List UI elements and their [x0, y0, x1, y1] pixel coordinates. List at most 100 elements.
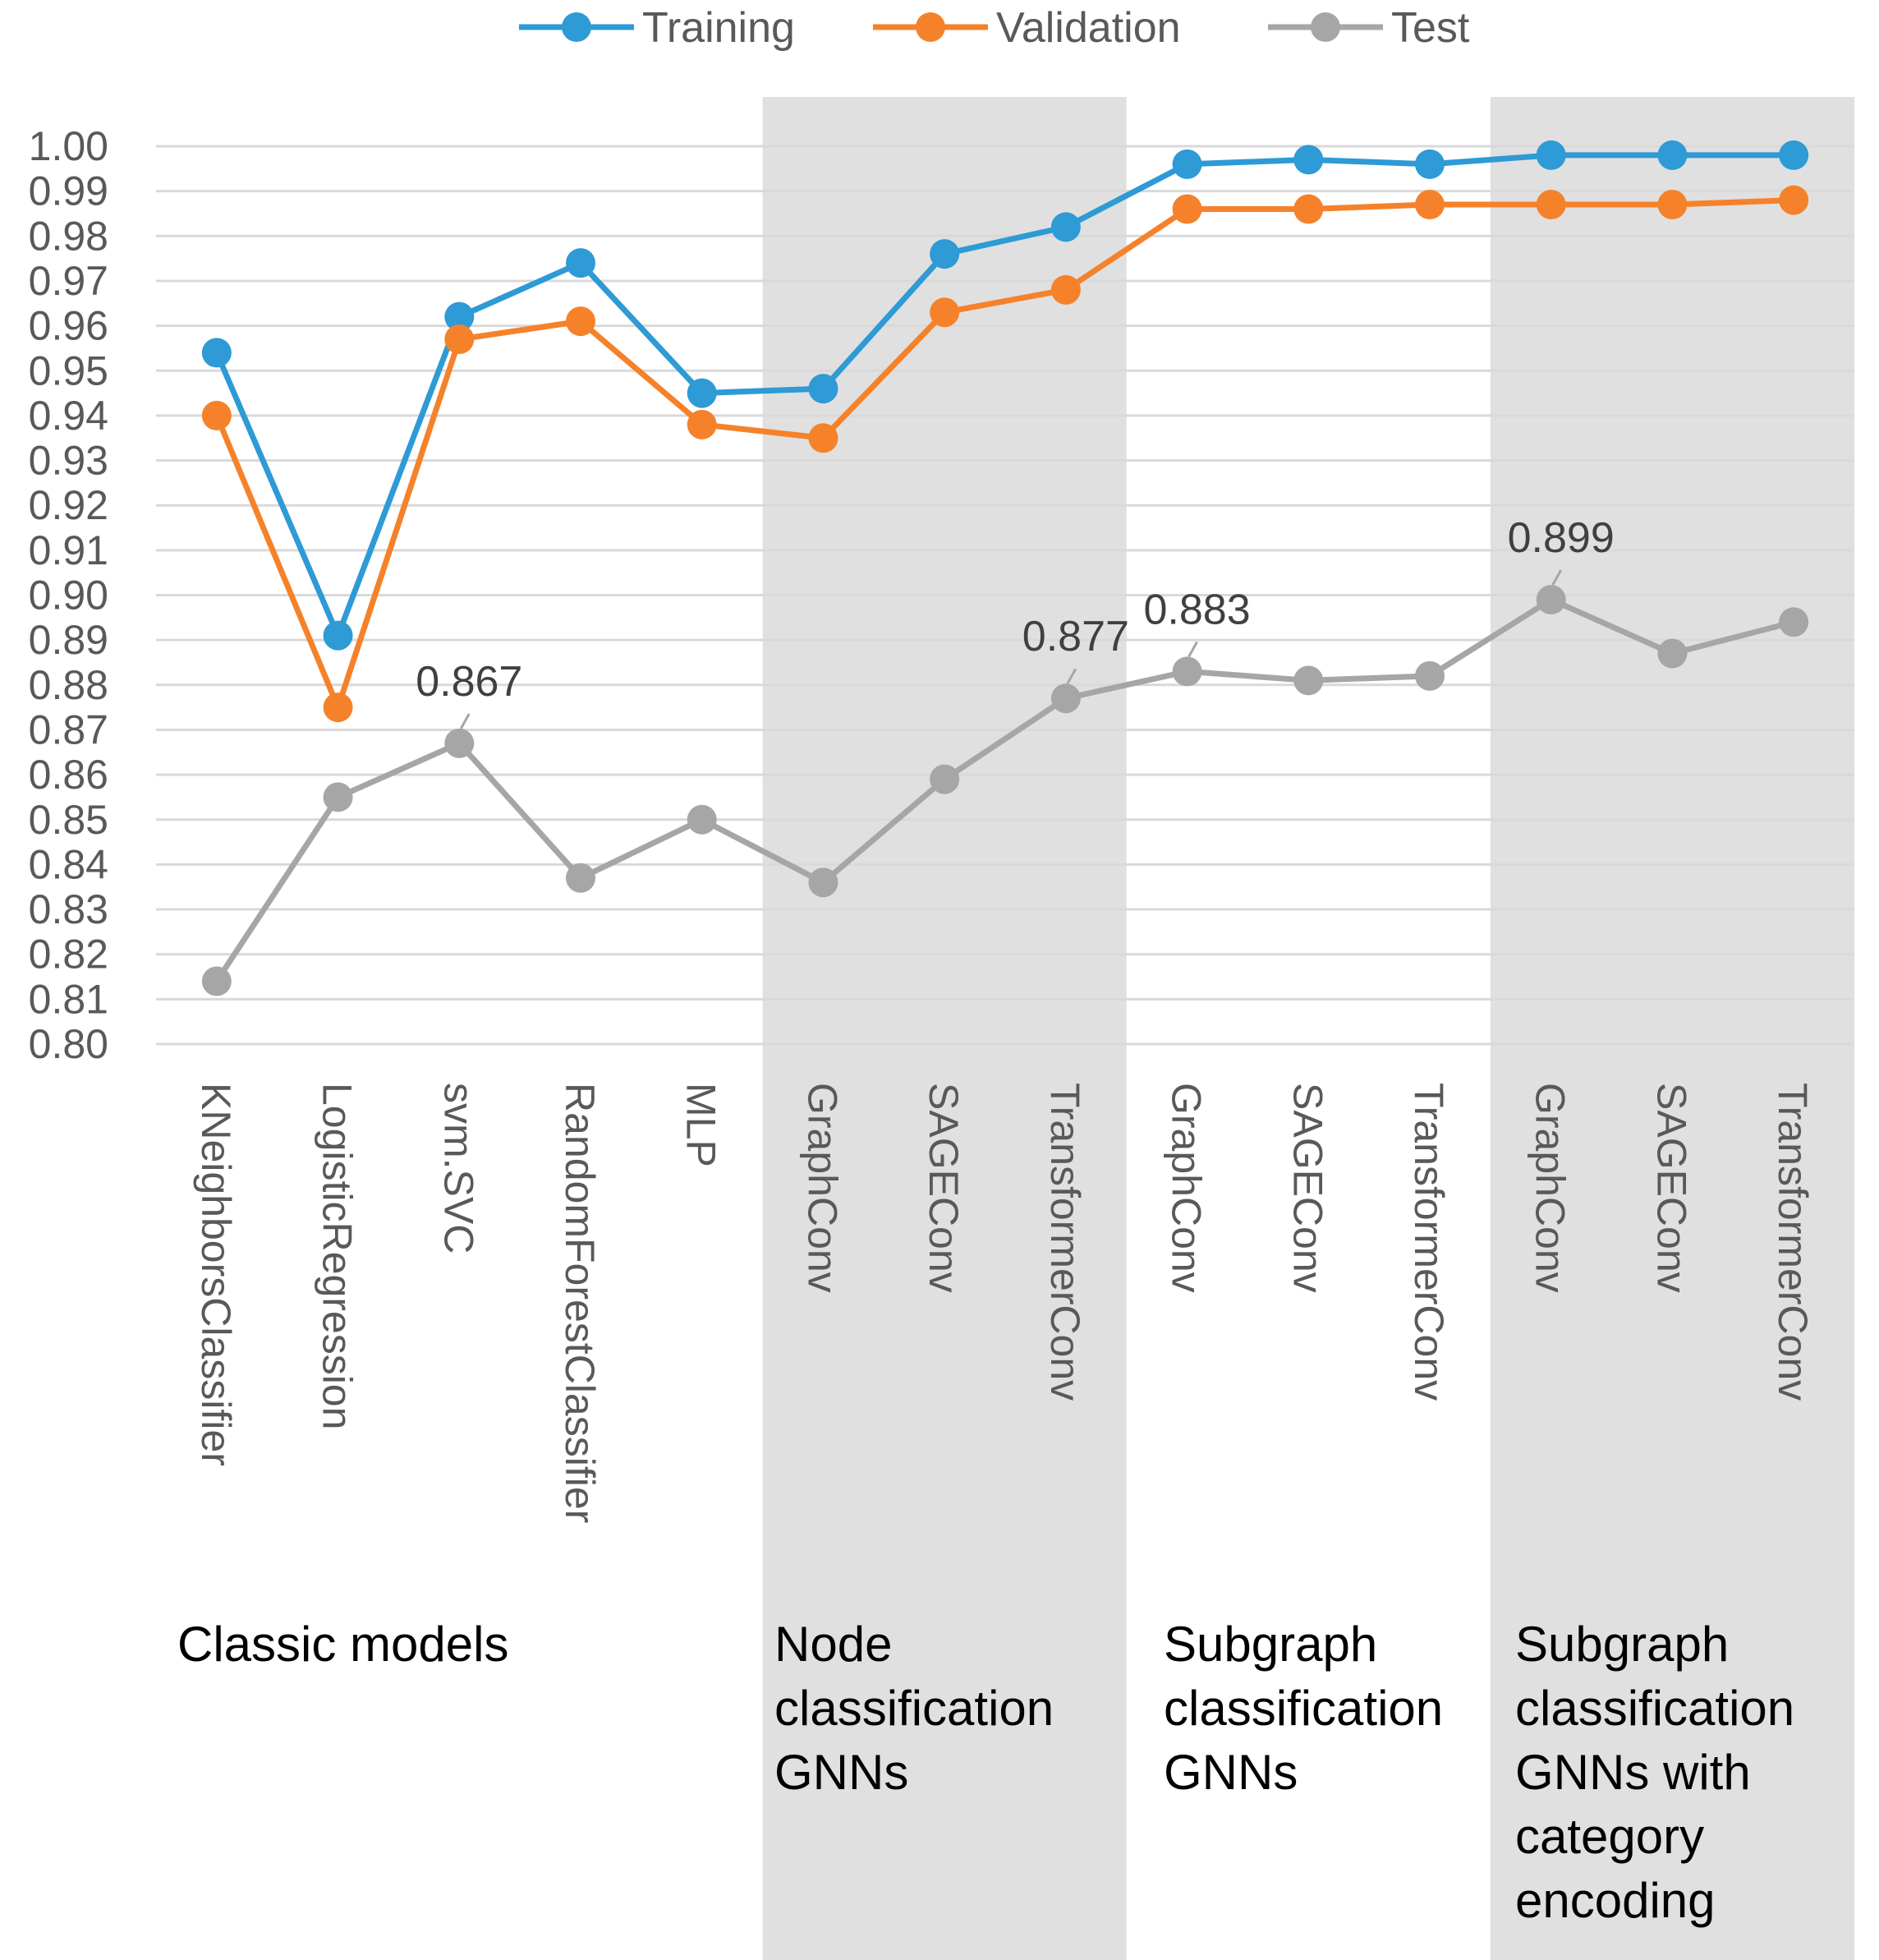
data-point-training: [444, 301, 475, 332]
x-category-label: SAGEConv: [921, 1083, 967, 1293]
data-point-training: [1172, 149, 1202, 179]
y-tick-label: 0.93: [29, 438, 108, 484]
x-category-label: SAGEConv: [1648, 1083, 1694, 1293]
y-tick-label: 0.85: [29, 797, 108, 843]
group-label-1: Node classification GNNs: [774, 1617, 1054, 1800]
legend-label: Validation: [996, 4, 1181, 52]
data-point-validation: [1536, 190, 1566, 220]
data-point-test: [1172, 656, 1202, 687]
data-point-test: [1293, 665, 1324, 696]
group-label-line: classification: [774, 1681, 1054, 1736]
legend-swatch-marker: [916, 12, 945, 42]
data-point-test: [930, 764, 960, 794]
series-training: [201, 140, 1809, 651]
series-validation: [201, 185, 1809, 723]
data-point-validation: [323, 692, 353, 723]
data-point-test: [1536, 584, 1566, 614]
x-category-label: LogisticRegression: [315, 1083, 361, 1429]
legend-label: Training: [642, 4, 795, 52]
y-tick-label: 1.00: [29, 123, 108, 169]
y-tick-label: 0.99: [29, 168, 108, 214]
data-point-training: [808, 374, 838, 404]
data-point-training: [687, 378, 717, 408]
data-point-validation: [687, 409, 717, 439]
x-category-label: svm.SVC: [435, 1083, 481, 1254]
data-point-validation: [1779, 185, 1809, 215]
legend-item-test: Test: [1268, 4, 1470, 52]
data-point-validation: [1050, 274, 1081, 305]
data-point-training: [930, 239, 960, 269]
data-point-validation: [1293, 194, 1324, 224]
group-shade-1: [762, 97, 1127, 1960]
x-category-label: GraphConv: [799, 1083, 845, 1293]
x-category-label: RandomForestClassifier: [557, 1083, 603, 1523]
series-test: [201, 584, 1809, 996]
y-tick-label: 0.91: [29, 527, 108, 573]
y-tick-label: 0.92: [29, 482, 108, 528]
x-axis-category-labels: KNeighborsClassifier LogisticRegression sv…: [193, 1083, 1816, 1523]
group-label-line: encoding: [1515, 1873, 1716, 1928]
data-label-leader: [1066, 668, 1077, 684]
data-point-test: [1050, 683, 1081, 714]
data-point-validation: [1415, 190, 1445, 220]
series-layer: [201, 140, 1809, 996]
data-label: 0.867: [416, 658, 522, 706]
data-point-test: [323, 782, 353, 812]
y-tick-label: 0.88: [29, 662, 108, 708]
data-label: 0.899: [1508, 514, 1615, 562]
x-category-label: GraphConv: [1164, 1083, 1210, 1293]
data-labels-layer: 0.867 0.877 0.883 0.899: [416, 514, 1615, 729]
data-point-test: [201, 966, 232, 996]
data-point-training: [1779, 140, 1809, 170]
y-tick-label: 0.90: [29, 573, 108, 619]
data-point-training: [201, 338, 232, 368]
data-point-validation: [1172, 194, 1202, 224]
group-shade-3: [1490, 97, 1854, 1960]
y-tick-label: 0.97: [29, 258, 108, 304]
y-tick-label: 0.80: [29, 1021, 108, 1067]
data-label-leader: [1551, 569, 1563, 586]
data-point-training: [1657, 140, 1688, 170]
series-line-training: [214, 152, 1797, 639]
legend-item-training: Training: [519, 4, 795, 52]
group-label-line: GNNs: [774, 1745, 908, 1800]
x-category-label: TransformerConv: [1406, 1083, 1452, 1401]
group-label-line: Classic models: [177, 1617, 508, 1672]
data-point-test: [566, 863, 595, 893]
data-point-training: [323, 620, 353, 651]
y-tick-label: 0.96: [29, 303, 108, 349]
series-line-test: [214, 596, 1797, 984]
data-point-test: [808, 867, 838, 898]
data-point-test: [687, 804, 717, 835]
group-label-line: Subgraph: [1164, 1617, 1377, 1672]
x-category-label: SAGEConv: [1284, 1083, 1330, 1293]
data-point-training: [1050, 212, 1081, 242]
x-category-label: TransformerConv: [1042, 1083, 1088, 1401]
y-tick-label: 0.84: [29, 841, 108, 887]
data-point-training: [566, 248, 595, 278]
legend-label: Test: [1391, 4, 1470, 52]
group-label-line: GNNs: [1164, 1745, 1298, 1800]
series-line-validation: [214, 197, 1797, 711]
y-tick-label: 0.89: [29, 617, 108, 663]
data-label: 0.877: [1022, 613, 1129, 660]
y-tick-label: 0.98: [29, 213, 108, 259]
data-label-leader: [459, 713, 471, 729]
legend-item-validation: Validation: [873, 4, 1181, 52]
data-point-validation: [566, 306, 595, 337]
data-point-validation: [1657, 190, 1688, 220]
group-label-line: classification: [1164, 1681, 1443, 1736]
y-tick-label: 0.95: [29, 347, 108, 393]
legend-swatch-marker: [1311, 12, 1340, 42]
data-point-test: [1779, 607, 1809, 637]
data-point-training: [1536, 140, 1566, 170]
x-category-label: TransformerConv: [1770, 1083, 1816, 1401]
data-point-validation: [930, 297, 960, 328]
data-point-training: [1415, 149, 1445, 179]
x-category-label: GraphConv: [1528, 1083, 1573, 1293]
x-category-label: MLP: [678, 1083, 724, 1167]
data-point-validation: [444, 324, 475, 354]
y-tick-label: 0.82: [29, 932, 108, 978]
legend-swatch-marker: [562, 12, 591, 42]
x-category-label: KNeighborsClassifier: [193, 1083, 239, 1466]
